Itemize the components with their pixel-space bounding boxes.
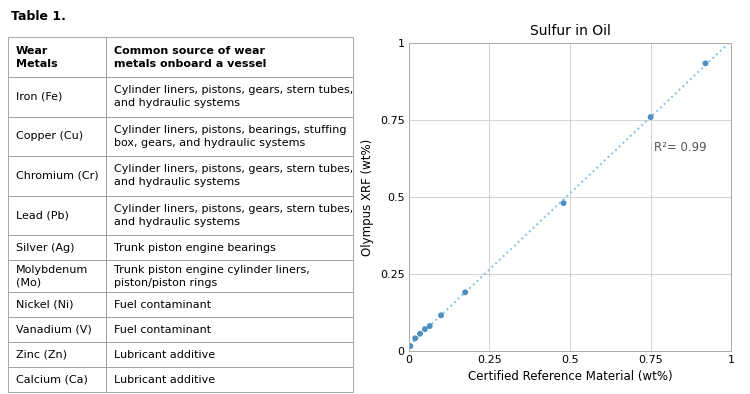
Bar (106, 367, 352, 392)
Text: Zinc (Zn): Zinc (Zn) (16, 349, 68, 360)
Text: Fuel contaminant: Fuel contaminant (115, 300, 212, 310)
Bar (106, 77, 352, 117)
Title: Sulfur in Oil: Sulfur in Oil (530, 24, 610, 38)
Point (557, 200, 569, 206)
X-axis label: Certified Reference Material (wt%): Certified Reference Material (wt%) (468, 370, 672, 383)
Text: Chromium (Cr): Chromium (Cr) (16, 171, 99, 181)
Point (404, 343, 416, 349)
Point (700, 60, 712, 67)
Point (459, 289, 471, 296)
Point (410, 335, 422, 342)
Text: Nickel (Ni): Nickel (Ni) (16, 300, 74, 310)
Text: Iron (Fe): Iron (Fe) (16, 92, 62, 102)
Text: Copper (Cu): Copper (Cu) (16, 131, 83, 141)
Text: Calcium (Ca): Calcium (Ca) (16, 375, 88, 385)
Text: Vanadium (V): Vanadium (V) (16, 325, 92, 335)
Bar (8, 117, 106, 156)
Bar (106, 260, 352, 292)
Bar (8, 77, 106, 117)
Bar (106, 117, 352, 156)
Point (435, 312, 447, 318)
Text: Molybdenum
(Mo): Molybdenum (Mo) (16, 265, 88, 288)
Bar (8, 260, 106, 292)
Bar (8, 342, 106, 367)
Bar (8, 367, 106, 392)
Bar (106, 317, 352, 342)
Text: Wear
Metals: Wear Metals (16, 46, 58, 69)
Bar (106, 292, 352, 317)
Text: Cylinder liners, pistons, gears, stern tubes,
and hydraulic systems: Cylinder liners, pistons, gears, stern t… (115, 165, 354, 187)
Y-axis label: Olympus XRF (wt%): Olympus XRF (wt%) (362, 138, 374, 256)
Text: Cylinder liners, pistons, bearings, stuffing
box, gears, and hydraulic systems: Cylinder liners, pistons, bearings, stuf… (115, 125, 347, 148)
Text: Trunk piston engine cylinder liners,
piston/piston rings: Trunk piston engine cylinder liners, pis… (115, 265, 310, 288)
Text: Lead (Pb): Lead (Pb) (16, 210, 69, 221)
Point (419, 326, 430, 332)
Text: Table 1.: Table 1. (11, 10, 66, 23)
Bar (106, 342, 352, 367)
Bar (8, 156, 106, 196)
Text: Silver (Ag): Silver (Ag) (16, 243, 74, 253)
Text: Fuel contaminant: Fuel contaminant (115, 325, 212, 335)
Bar (106, 37, 352, 77)
Bar (8, 317, 106, 342)
Point (424, 323, 436, 329)
Bar (8, 292, 106, 317)
Bar (8, 37, 106, 77)
Bar (8, 235, 106, 260)
Bar (8, 196, 106, 235)
Text: Cylinder liners, pistons, gears, stern tubes,
and hydraulic systems: Cylinder liners, pistons, gears, stern t… (115, 204, 354, 227)
Text: Trunk piston engine bearings: Trunk piston engine bearings (115, 243, 276, 253)
Text: Lubricant additive: Lubricant additive (115, 349, 215, 360)
Text: Cylinder liners, pistons, gears, stern tubes,
and hydraulic systems: Cylinder liners, pistons, gears, stern t… (115, 85, 354, 108)
Bar (106, 196, 352, 235)
Text: Lubricant additive: Lubricant additive (115, 375, 215, 385)
Bar (106, 156, 352, 196)
Point (414, 331, 426, 337)
Point (645, 114, 657, 120)
Bar (106, 235, 352, 260)
Text: R²= 0.99: R²= 0.99 (654, 141, 706, 154)
Text: Common source of wear
metals onboard a vessel: Common source of wear metals onboard a v… (115, 46, 267, 69)
